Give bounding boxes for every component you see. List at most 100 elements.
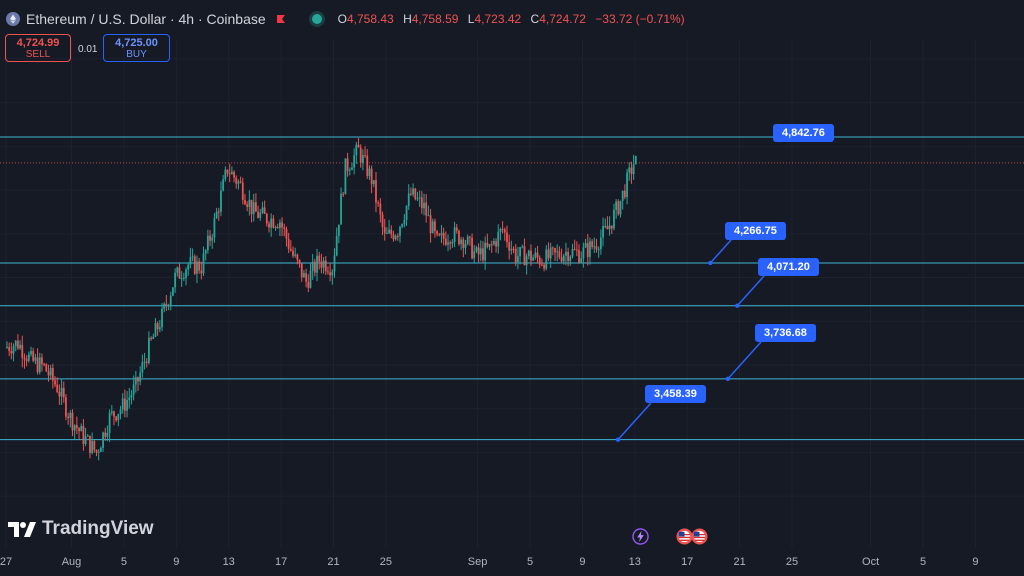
candle-body <box>534 252 537 258</box>
level-callout[interactable]: 3,458.39 <box>645 385 706 403</box>
callout-connector <box>617 402 652 441</box>
close-key: C <box>530 12 540 26</box>
candle-body <box>519 247 521 257</box>
candle-body <box>137 377 139 382</box>
candle-body <box>351 167 353 170</box>
candle-body <box>257 211 259 218</box>
ohlc-values: O4,758.43 H4,758.59 L4,723.42 C4,724.72 … <box>338 12 691 26</box>
candle-body <box>54 380 56 385</box>
candle-body <box>440 232 443 236</box>
tradingview-logo[interactable]: TradingView <box>8 518 154 540</box>
candle-body <box>189 257 192 265</box>
candle-body <box>335 235 338 256</box>
candle-body <box>442 232 445 239</box>
level-callout[interactable]: 4,071.20 <box>758 258 819 276</box>
candle-body <box>549 247 552 259</box>
candle-body <box>324 260 327 272</box>
time-axis-label: 17 <box>274 556 288 568</box>
candle-body <box>399 226 401 236</box>
candle-body <box>283 227 286 229</box>
candle-body <box>501 228 504 230</box>
candle-body <box>414 188 417 200</box>
candle-body <box>211 237 214 241</box>
candle-body <box>250 199 253 215</box>
candle-body <box>604 225 607 227</box>
us-economic-event-icon[interactable] <box>676 528 693 545</box>
level-callout[interactable]: 4,842.76 <box>773 124 834 142</box>
candle-body <box>58 392 61 397</box>
candle-body <box>303 273 305 278</box>
candle-body <box>541 264 543 266</box>
time-axis-label: 25 <box>785 556 799 568</box>
candle-body <box>10 351 13 354</box>
candle-body <box>241 182 244 200</box>
low-key: L <box>467 12 475 26</box>
candle-body <box>580 258 583 263</box>
candle-body <box>119 409 122 415</box>
candle-body <box>265 213 268 224</box>
candle-body <box>113 411 115 417</box>
lightning-event-icon[interactable] <box>632 528 649 545</box>
buy-button[interactable]: 4,725.00 BUY <box>103 34 170 62</box>
candle-body <box>19 344 21 349</box>
candle-body <box>126 399 128 411</box>
us-economic-event-icon[interactable] <box>691 528 708 545</box>
candle-body <box>143 361 146 363</box>
buy-price: 4,725.00 <box>115 37 158 49</box>
candle-body <box>270 218 273 228</box>
candle-body <box>307 281 310 288</box>
symbol-title[interactable]: Ethereum / U.S. Dollar · 4h · Coinbase <box>26 11 266 27</box>
level-callout[interactable]: 3,736.68 <box>755 324 816 342</box>
candle-body <box>401 224 404 227</box>
candle-body <box>128 397 131 400</box>
candle-body <box>69 412 72 418</box>
candle-body <box>606 225 609 230</box>
candle-body <box>634 155 637 165</box>
candle-body <box>41 357 43 365</box>
candle-body <box>521 246 524 248</box>
candle-body <box>47 371 50 376</box>
level-callout[interactable]: 4,266.75 <box>725 222 786 240</box>
candle-body <box>239 181 242 183</box>
low-value: 4,723.42 <box>474 12 522 26</box>
flag-icon[interactable] <box>276 14 286 24</box>
candle-body <box>420 197 423 209</box>
candle-body <box>584 243 587 248</box>
candle-body <box>405 205 408 220</box>
candle-body <box>530 250 532 261</box>
candle-body <box>274 226 277 228</box>
candle-body <box>342 193 345 195</box>
candle-body <box>492 241 495 245</box>
candle-body <box>261 207 264 213</box>
candle-body <box>32 351 35 361</box>
candle-body <box>418 197 421 199</box>
candle-body <box>499 228 502 232</box>
sell-button[interactable]: 4,724.99 SELL <box>5 34 71 62</box>
candle-body <box>462 239 465 248</box>
time-axis-label: Aug <box>61 556 82 568</box>
candle-body <box>252 202 255 215</box>
candle-body <box>209 235 211 241</box>
candle-body <box>593 246 596 248</box>
candle-body <box>591 241 594 248</box>
candle-body <box>60 387 63 397</box>
candle-body <box>527 250 530 257</box>
candle-body <box>217 211 220 213</box>
time-axis[interactable]: 27 Aug 5 9 13 17 21 25 Sep 5 9 13 17 21 25 Oct 5 9 <box>0 548 1024 576</box>
candle-body <box>364 155 366 157</box>
candle-body <box>292 250 294 256</box>
candle-body <box>38 357 41 373</box>
candle-body <box>174 272 177 288</box>
candle-body <box>117 414 120 421</box>
candle-body <box>407 193 410 206</box>
candle-body <box>99 447 102 452</box>
candle-body <box>517 256 519 263</box>
candle-body <box>246 204 249 207</box>
candle-body <box>169 295 172 306</box>
candle-body <box>429 215 432 234</box>
candle-body <box>490 244 493 246</box>
candle-body <box>161 308 163 328</box>
candle-body <box>204 250 207 254</box>
callout-connector <box>709 239 732 264</box>
